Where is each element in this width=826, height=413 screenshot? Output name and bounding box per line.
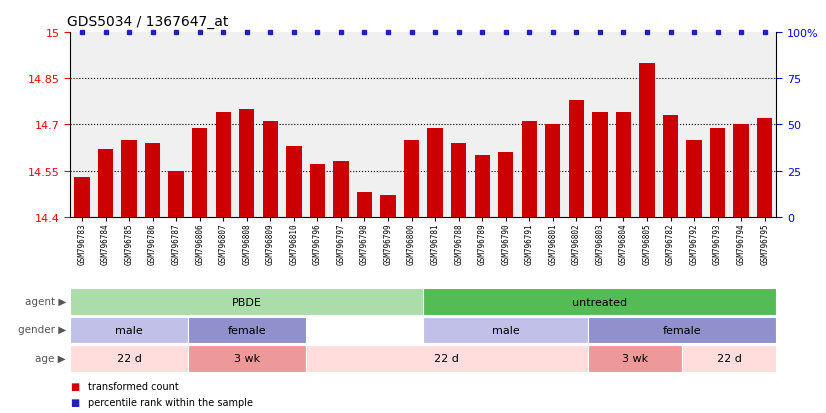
Bar: [592, 113, 608, 217]
Text: GDS5034 / 1367647_at: GDS5034 / 1367647_at: [67, 15, 228, 29]
Bar: [662, 116, 678, 217]
Bar: [710, 128, 725, 217]
Bar: [545, 125, 561, 217]
Text: 3 wk: 3 wk: [622, 353, 648, 363]
Bar: [333, 162, 349, 217]
Bar: [521, 122, 537, 217]
Text: age ▶: age ▶: [36, 353, 66, 363]
Bar: [639, 64, 655, 217]
Bar: [757, 119, 772, 217]
Bar: [169, 171, 184, 217]
Bar: [239, 110, 254, 217]
Text: female: female: [663, 325, 701, 335]
Bar: [615, 113, 631, 217]
Text: ■: ■: [70, 397, 79, 407]
Text: 3 wk: 3 wk: [234, 353, 260, 363]
Bar: [733, 125, 749, 217]
Bar: [427, 128, 443, 217]
Bar: [451, 144, 467, 217]
Bar: [216, 113, 231, 217]
Bar: [97, 150, 113, 217]
Bar: [404, 140, 420, 217]
Text: 22 d: 22 d: [434, 353, 459, 363]
Text: agent ▶: agent ▶: [25, 297, 66, 306]
Bar: [70, 317, 188, 344]
Bar: [192, 128, 207, 217]
Text: male: male: [115, 325, 143, 335]
Text: transformed count: transformed count: [88, 381, 179, 391]
Bar: [121, 140, 137, 217]
Bar: [145, 144, 160, 217]
Text: male: male: [491, 325, 520, 335]
Bar: [263, 122, 278, 217]
Text: female: female: [227, 325, 266, 335]
Text: gender ▶: gender ▶: [18, 325, 66, 335]
Bar: [188, 317, 306, 344]
Bar: [306, 345, 588, 372]
Bar: [588, 345, 682, 372]
Text: 22 d: 22 d: [717, 353, 742, 363]
Text: PBDE: PBDE: [232, 297, 262, 307]
Bar: [568, 101, 584, 217]
Bar: [588, 317, 776, 344]
Bar: [423, 317, 588, 344]
Text: 22 d: 22 d: [116, 353, 141, 363]
Bar: [686, 140, 702, 217]
Bar: [357, 193, 373, 217]
Bar: [474, 156, 490, 217]
Bar: [380, 196, 396, 217]
Bar: [423, 289, 776, 316]
Bar: [188, 345, 306, 372]
Text: untreated: untreated: [572, 297, 628, 307]
Bar: [286, 147, 301, 217]
Text: percentile rank within the sample: percentile rank within the sample: [88, 397, 254, 407]
Bar: [310, 165, 325, 217]
Bar: [70, 289, 423, 316]
Bar: [682, 345, 776, 372]
Bar: [498, 153, 514, 217]
Bar: [70, 345, 188, 372]
Text: ■: ■: [70, 381, 79, 391]
Bar: [74, 177, 90, 217]
